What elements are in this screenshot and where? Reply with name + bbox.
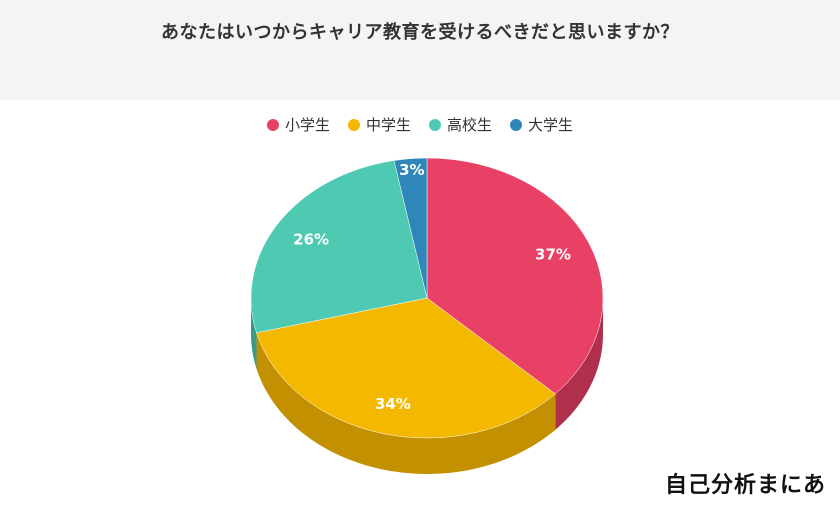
- legend-swatch: [429, 118, 441, 131]
- pie-side-1: [256, 332, 556, 474]
- legend-swatch: [510, 118, 523, 131]
- data-label-3: 3%: [399, 161, 424, 179]
- data-label-1: 34%: [375, 395, 411, 413]
- legend-label: 小学生: [284, 116, 330, 134]
- legend-swatch: [347, 118, 360, 131]
- pie-slice-大学生[interactable]: [393, 157, 428, 299]
- legend-item-daigakusei[interactable]: 大学生: [510, 114, 573, 135]
- legend-label: 中学生: [365, 116, 411, 134]
- pie-slice-中学生[interactable]: [256, 297, 556, 439]
- brand-logo: 自己分析まにあ: [664, 473, 826, 498]
- pie-slice-小学生[interactable]: [426, 157, 604, 395]
- legend-item-shougakusei[interactable]: 小学生: [266, 114, 330, 135]
- legend-label: 大学生: [528, 116, 574, 134]
- pie-slice-高校生[interactable]: [250, 160, 428, 334]
- pie-value-labels: 37% 34% 26% 3%: [293, 161, 571, 413]
- legend-item-chuugakusei[interactable]: 中学生: [347, 114, 411, 135]
- data-label-2: 26%: [293, 231, 329, 249]
- data-label-0: 37%: [535, 246, 571, 264]
- title-band: [0, 0, 840, 100]
- legend-swatch: [266, 118, 279, 131]
- legend: 小学生 中学生 高校生 大学生: [0, 114, 840, 135]
- pie-top-faces: [250, 157, 604, 439]
- legend-item-koukousei[interactable]: 高校生: [429, 114, 492, 135]
- legend-label: 高校生: [447, 116, 493, 134]
- pie-side-0: [555, 298, 603, 430]
- chart-title: あなたはいつからキャリア教育を受けるべきだと思いますか？: [161, 22, 679, 43]
